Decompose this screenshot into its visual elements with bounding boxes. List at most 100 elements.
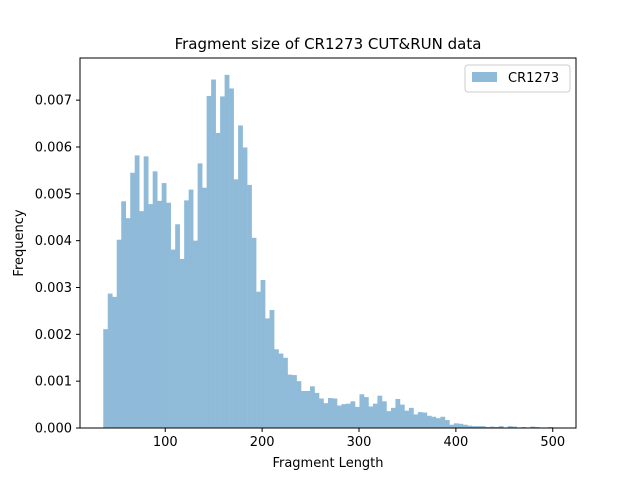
histogram-bar — [166, 202, 171, 428]
histogram-bar — [139, 211, 144, 428]
histogram-bar — [148, 204, 153, 428]
histogram-bar — [328, 398, 333, 428]
histogram-bar — [413, 414, 419, 428]
histogram-bar — [314, 392, 320, 428]
histogram-bar — [251, 237, 257, 428]
histogram-bar — [310, 386, 315, 428]
histogram-bar — [242, 147, 248, 428]
histogram-bar — [408, 407, 414, 428]
histogram-bar — [233, 179, 239, 428]
histogram-bar — [390, 407, 396, 428]
x-axis-ticks: 100 200 300 400 500 — [153, 428, 565, 450]
legend-swatch — [472, 72, 497, 82]
histogram-bar — [336, 405, 342, 428]
y-tick-label: 0.001 — [35, 375, 72, 390]
histogram-bar — [188, 189, 194, 428]
histogram-bar — [206, 95, 212, 428]
histogram-bar — [431, 416, 437, 428]
histogram-bar — [444, 420, 450, 428]
histogram-bar — [283, 357, 288, 428]
x-axis-label: Fragment Length — [272, 456, 383, 471]
x-tick-label: 500 — [540, 435, 565, 450]
histogram-bar — [274, 349, 279, 428]
y-tick-label: 0.000 — [35, 422, 72, 437]
histogram-bar — [130, 172, 136, 428]
legend: CR1273 — [464, 64, 571, 93]
histogram-bar — [197, 163, 203, 428]
y-tick-label: 0.007 — [35, 94, 72, 109]
histogram-bar — [103, 329, 109, 428]
histogram-bar — [404, 410, 410, 428]
y-axis-ticks: 0.000 0.001 0.002 0.003 0.004 0.005 0.006 0.007 — [35, 94, 80, 437]
y-tick-label: 0.005 — [35, 187, 72, 202]
histogram-bar — [143, 156, 149, 428]
histogram-bar — [377, 395, 383, 428]
histogram-bar — [449, 424, 455, 428]
x-tick-label: 400 — [443, 435, 468, 450]
histogram-bar — [112, 296, 118, 428]
histogram-bar — [107, 293, 113, 428]
legend-frame — [464, 64, 571, 93]
histogram-bar — [332, 398, 338, 428]
histogram-bar — [319, 398, 324, 428]
histogram-bar — [453, 423, 459, 428]
histogram-bar — [386, 411, 392, 428]
histogram-bar — [134, 155, 140, 429]
histogram-bar — [417, 412, 423, 428]
histogram-bar — [467, 425, 473, 428]
x-tick-label: 300 — [347, 435, 372, 450]
histogram-bar — [395, 398, 401, 428]
x-tick-label: 200 — [250, 435, 275, 450]
histogram-bar — [301, 391, 306, 428]
histogram-bar — [507, 426, 513, 428]
histogram-bar — [269, 309, 275, 428]
y-tick-label: 0.006 — [35, 140, 72, 155]
histogram-bar — [211, 79, 216, 428]
histogram-bar — [498, 426, 504, 428]
histogram-bar — [480, 426, 486, 428]
histogram-bar — [381, 401, 387, 428]
histogram-bar — [161, 183, 167, 428]
histogram-bar — [247, 184, 252, 428]
histogram-bar — [359, 394, 365, 428]
plot-frame — [79, 57, 577, 429]
histogram-bar — [202, 187, 207, 428]
histogram-bar — [476, 426, 482, 428]
histogram-bar — [152, 171, 158, 428]
histogram-bar — [435, 418, 441, 428]
histogram-bar — [170, 249, 176, 428]
histogram-bar — [489, 426, 495, 428]
histogram-bar — [350, 401, 356, 428]
histogram-bar — [462, 424, 468, 428]
histogram-bar — [292, 375, 297, 428]
histogram-bar — [440, 416, 446, 428]
histogram-bar — [229, 88, 234, 428]
histogram-bar — [278, 353, 284, 428]
histogram-bar — [345, 403, 351, 428]
histogram-bar — [458, 423, 464, 428]
histogram-bar — [238, 125, 243, 428]
histogram-bar — [215, 132, 221, 428]
histogram-bar — [256, 291, 261, 428]
histogram-bar — [296, 381, 302, 428]
histogram-bar — [399, 404, 405, 428]
y-tick-label: 0.004 — [35, 234, 72, 249]
histogram-bar — [220, 96, 225, 428]
histogram-bar — [157, 200, 162, 428]
chart-title: Fragment size of CR1273 CUT&RUN data — [175, 35, 482, 53]
histogram-bar — [260, 280, 266, 428]
histogram-bar — [265, 318, 270, 428]
histogram-bar — [422, 412, 428, 428]
histogram-bar — [341, 404, 347, 428]
histogram-bar — [193, 240, 198, 428]
histogram-bar — [323, 403, 329, 428]
histogram-bars — [103, 74, 554, 429]
histogram-bar — [121, 201, 127, 428]
histogram-bar — [368, 406, 374, 428]
histogram-bar — [125, 218, 131, 428]
histogram-bar — [512, 426, 518, 428]
y-tick-label: 0.002 — [35, 328, 72, 343]
histogram-bar — [363, 397, 369, 428]
histogram-bar — [426, 415, 432, 428]
